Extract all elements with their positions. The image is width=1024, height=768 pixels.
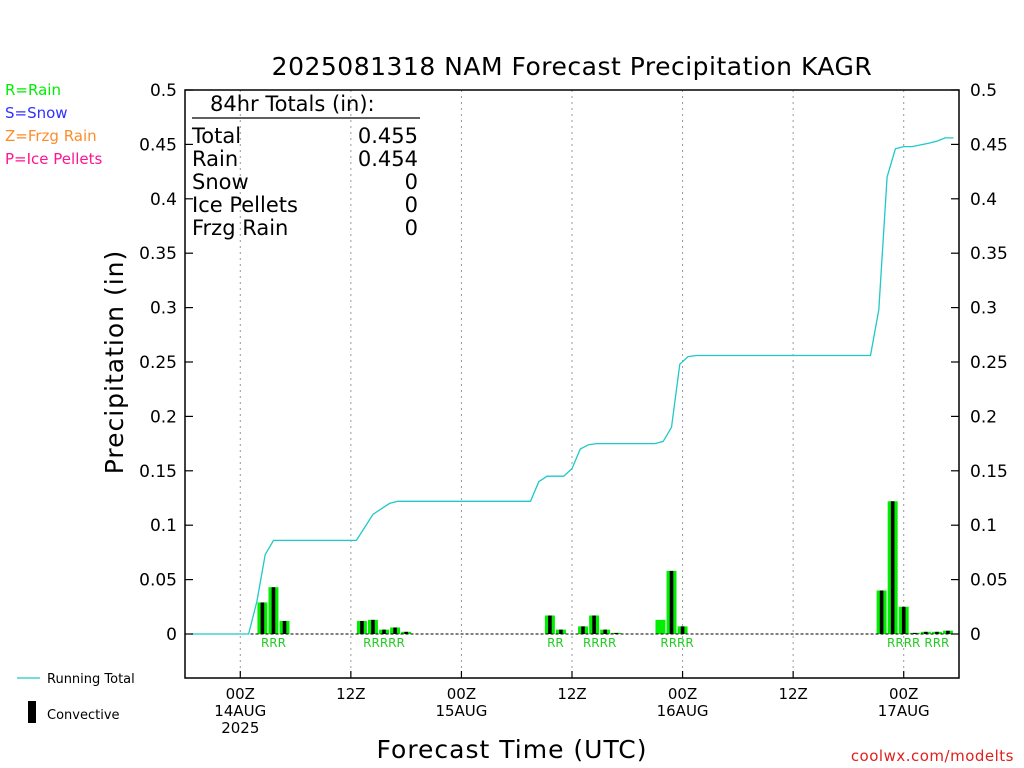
legend-frzg-rain: Z=Frzg Rain [5, 127, 97, 145]
x-tick-label: 00Z [226, 685, 255, 703]
precip-bars [257, 501, 953, 634]
convective-bar [271, 587, 276, 634]
x-tick-label: 12Z [557, 685, 586, 703]
convective-bar [912, 632, 917, 634]
totals-header: 84hr Totals (in): [210, 92, 375, 116]
y-tick-label-right: 0.25 [970, 353, 1008, 373]
convective-bar [548, 615, 552, 634]
y-tick-label-right: 0.4 [970, 190, 997, 210]
y-tick-label-left: 0.05 [139, 571, 177, 591]
totals-row-value: 0 [405, 216, 418, 240]
convective-bar [382, 629, 386, 634]
y-tick-label-left: 0.35 [139, 244, 177, 264]
convective-bar [879, 590, 884, 634]
convective-bar [592, 615, 596, 634]
legend-ice-pellets: P=Ice Pellets [5, 150, 102, 168]
precip-type-label: RRRR [887, 636, 920, 650]
y-tick-label-left: 0.5 [150, 81, 177, 101]
x-tick-label: 00Z [668, 685, 697, 703]
precip-type-labels: RRR RRRRR RR RRRR RRRR RRRR RRR [261, 636, 949, 650]
chart-title: 2025081318 NAM Forecast Precipitation KA… [272, 52, 873, 81]
legend-snow: S=Snow [5, 104, 68, 122]
totals-box: 84hr Totals (in): Total 0.455 Rain 0.454 Sno… [191, 92, 420, 240]
convective-bar [614, 632, 619, 634]
legend-rain: R=Rain [5, 81, 61, 99]
y-tick-label-left: 0.25 [139, 353, 177, 373]
x-tick-label: 17AUG [878, 702, 930, 720]
convective-bar [680, 626, 685, 634]
totals-row-value: 0 [405, 170, 418, 194]
x-tick-label: 14AUG [214, 702, 266, 720]
convective-bar [890, 501, 895, 634]
x-tick-label: 15AUG [435, 702, 487, 720]
convective-bar [924, 631, 928, 634]
y-tick-label-right: 0.5 [970, 81, 997, 101]
totals-row-value: 0 [405, 193, 418, 217]
vertical-gridlines [239, 90, 905, 678]
precip-type-label: RR [547, 636, 564, 650]
convective-bar [581, 626, 585, 634]
y-tick-label-right: 0.35 [970, 244, 1008, 264]
legend-running-total: Running Total [47, 672, 135, 687]
precip-type-label: RRRRR [363, 636, 405, 650]
y-tick-label-left: 0.1 [150, 516, 177, 536]
x-tick-label: 00Z [889, 685, 918, 703]
convective-bar [371, 619, 375, 634]
totals-row-label: Rain [192, 147, 238, 171]
y-tick-label-left: 0.4 [150, 190, 177, 210]
totals-row-value: 0.454 [358, 147, 418, 171]
precip-type-label: RRR [924, 636, 949, 650]
y-axis-label: Precipitation (in) [100, 250, 129, 475]
x-tick-label: 12Z [336, 685, 365, 703]
x-tick-label: 12Z [778, 685, 807, 703]
precip-type-label: RRRR [583, 636, 616, 650]
y-tick-label-right: 0.15 [970, 462, 1008, 482]
convective-swatch [28, 701, 36, 723]
y-tick-label-left: 0 [166, 625, 177, 645]
convective-bar [260, 602, 265, 634]
y-tick-label-right: 0.1 [970, 516, 997, 536]
y-axis-ticks: 0.5 0.5 0.45 0.45 0.4 0.4 0.35 0.35 0.3 0.3 0.25 0.… [139, 81, 1008, 645]
convective-bar [393, 627, 397, 634]
y-tick-label-right: 0.2 [970, 407, 997, 427]
y-tick-label-left: 0.3 [150, 299, 177, 319]
x-tick-label: 2025 [221, 719, 259, 737]
y-tick-label-left: 0.2 [150, 407, 177, 427]
y-tick-label-right: 0.05 [970, 571, 1008, 591]
totals-row-value: 0.455 [358, 124, 418, 148]
totals-row-label: Snow [192, 170, 249, 194]
convective-bar [404, 631, 408, 634]
convective-bar [901, 606, 906, 634]
convective-bar [935, 631, 939, 634]
convective-bar [946, 630, 950, 634]
x-axis-label: Forecast Time (UTC) [377, 735, 648, 764]
precip-type-label: RRR [261, 636, 286, 650]
running-total-line [190, 137, 954, 635]
totals-rows: Total 0.455 Rain 0.454 Snow 0 Ice Pellets 0 Frzg… [191, 124, 418, 240]
convective-bar [282, 620, 287, 634]
y-tick-label-right: 0 [970, 625, 981, 645]
y-tick-label-left: 0.45 [139, 135, 177, 155]
totals-row-label: Total [191, 124, 241, 148]
convective-bar [559, 629, 563, 634]
convective-bar [360, 620, 364, 634]
precip-bar [655, 619, 666, 634]
totals-row-label: Ice Pellets [192, 193, 298, 217]
y-tick-label-left: 0.15 [139, 462, 177, 482]
x-tick-label: 00Z [447, 685, 476, 703]
totals-row-label: Frzg Rain [192, 216, 288, 240]
site-credit: coolwx.com/modelts [851, 747, 1014, 765]
y-tick-label-right: 0.45 [970, 135, 1008, 155]
legend-convective: Convective [47, 708, 120, 723]
convective-bar [669, 570, 674, 634]
y-tick-label-right: 0.3 [970, 299, 997, 319]
x-tick-label: 16AUG [657, 702, 709, 720]
convective-bar [603, 629, 607, 634]
precip-type-label: RRRR [660, 636, 693, 650]
